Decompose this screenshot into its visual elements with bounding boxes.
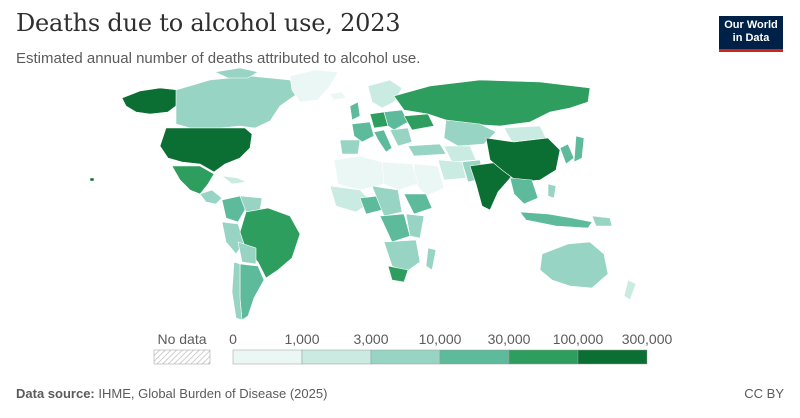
country-iceland[interactable]: [329, 91, 347, 101]
country-japan[interactable]: [573, 135, 585, 163]
country-balkans[interactable]: [389, 127, 413, 147]
country-central-europe[interactable]: [383, 109, 409, 131]
country-hawaii[interactable]: [89, 177, 95, 182]
country-china[interactable]: [485, 137, 561, 183]
country-new-zealand[interactable]: [623, 279, 637, 301]
country-italy[interactable]: [373, 129, 393, 153]
legend-tick-label: 30,000: [488, 331, 531, 347]
world-map[interactable]: [0, 66, 800, 326]
country-congo[interactable]: [379, 213, 411, 243]
legend-tick-label: 100,000: [553, 331, 604, 347]
no-data-swatch[interactable]: [153, 349, 211, 365]
country-north-africa-west[interactable]: [333, 155, 385, 191]
country-bolivia[interactable]: [237, 241, 257, 265]
legend-tick-label: 3,000: [353, 331, 388, 347]
data-source-text[interactable]: IHME, Global Burden of Disease (2025): [98, 386, 328, 401]
country-spain[interactable]: [339, 139, 361, 155]
country-central-america[interactable]: [199, 189, 223, 205]
owid-logo[interactable]: Our World in Data: [719, 16, 783, 52]
country-central-africa[interactable]: [371, 185, 403, 217]
country-east-africa[interactable]: [405, 213, 425, 239]
country-canada-arctic[interactable]: [214, 67, 259, 79]
data-source-label: Data source:: [16, 386, 95, 401]
country-kazakhstan[interactable]: [443, 119, 497, 147]
country-alaska[interactable]: [121, 87, 179, 115]
country-south-africa[interactable]: [387, 265, 409, 283]
country-france[interactable]: [351, 121, 375, 143]
country-caribbean[interactable]: [221, 175, 247, 185]
country-north-africa-east[interactable]: [381, 161, 419, 191]
country-southern-africa[interactable]: [383, 239, 421, 273]
legend-bin-3[interactable]: [439, 349, 510, 365]
country-colombia[interactable]: [221, 195, 247, 223]
country-mexico[interactable]: [171, 165, 215, 195]
legend-tick-label: 300,000: [622, 331, 673, 347]
no-data-label: No data: [157, 331, 206, 347]
country-ethiopia[interactable]: [403, 193, 433, 215]
country-argentina[interactable]: [239, 263, 265, 321]
country-madagascar[interactable]: [425, 247, 437, 271]
legend-bin-0[interactable]: [232, 349, 303, 365]
legend-bin-1[interactable]: [301, 349, 372, 365]
logo-line-2: in Data: [732, 32, 770, 44]
chart-title: Deaths due to alcohol use, 2023: [16, 9, 401, 37]
legend-tick-label: 10,000: [419, 331, 462, 347]
country-usa[interactable]: [159, 127, 253, 173]
country-ukraine[interactable]: [403, 113, 435, 131]
data-source: Data source: IHME, Global Burden of Dise…: [16, 386, 327, 401]
country-greenland[interactable]: [289, 69, 339, 103]
country-saudi-arabia[interactable]: [413, 163, 445, 197]
country-indonesia[interactable]: [519, 211, 593, 229]
legend-bin-2[interactable]: [370, 349, 441, 365]
country-russia[interactable]: [393, 79, 591, 127]
legend-bin-4[interactable]: [508, 349, 579, 365]
logo-line-1: Our World: [724, 19, 778, 31]
country-canada[interactable]: [175, 75, 301, 129]
license[interactable]: CC BY: [744, 386, 784, 401]
country-iran[interactable]: [437, 159, 467, 181]
chart-subtitle: Estimated annual number of deaths attrib…: [16, 50, 421, 67]
country-uk[interactable]: [349, 101, 361, 121]
country-scandinavia[interactable]: [367, 79, 403, 109]
country-australia[interactable]: [539, 241, 609, 289]
country-southeast-asia[interactable]: [509, 177, 539, 205]
legend-bin-5[interactable]: [577, 349, 648, 365]
country-central-asia[interactable]: [443, 145, 477, 163]
country-turkey[interactable]: [407, 143, 447, 157]
legend-tick-label: 0: [229, 331, 237, 347]
legend-tick-label: 1,000: [284, 331, 319, 347]
country-korea-japan[interactable]: [559, 143, 575, 165]
country-papua[interactable]: [591, 215, 613, 227]
country-philippines[interactable]: [547, 183, 557, 199]
country-chile[interactable]: [231, 261, 243, 321]
